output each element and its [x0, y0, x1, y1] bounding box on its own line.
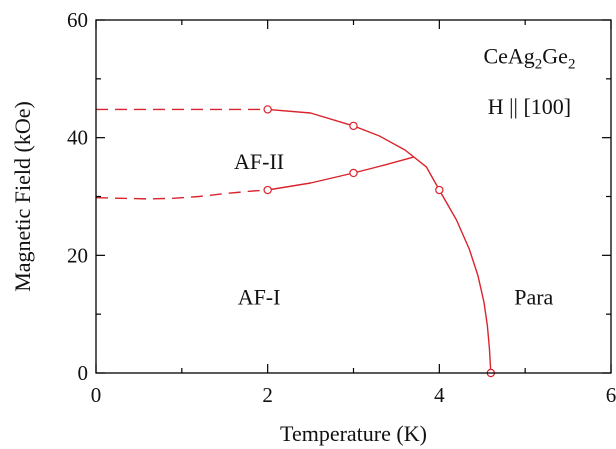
phase-region-labels: AF-II AF-I Para — [234, 149, 554, 309]
y-tick-label: 60 — [67, 8, 88, 32]
data-point — [435, 185, 444, 195]
field-direction-label: H || [100] — [488, 94, 571, 119]
y-axis-label: Magnetic Field (kOe) — [10, 101, 35, 292]
x-tick-label: 2 — [262, 383, 273, 407]
formula-subscript: 2 — [568, 56, 576, 72]
data-point-markers — [263, 105, 496, 378]
x-tick-label: 0 — [91, 383, 102, 407]
extrapolated-boundary-line — [95, 189, 268, 200]
region-label-para: Para — [514, 285, 553, 310]
x-axis-label: Temperature (K) — [280, 421, 427, 446]
phase-boundary-line — [267, 108, 492, 374]
compound-formula: CeAg2Ge2 — [483, 44, 575, 73]
formula-subscript: 2 — [535, 56, 543, 72]
data-point — [263, 185, 272, 195]
data-point — [263, 105, 272, 114]
y-tick-label: 0 — [78, 361, 89, 385]
x-tick-label: 6 — [606, 383, 616, 407]
axis-ticks — [95, 19, 612, 374]
y-tick-label: 40 — [67, 126, 88, 150]
phase-boundary-line — [267, 156, 414, 191]
data-point — [349, 168, 358, 178]
region-label-af-i: AF-I — [238, 285, 281, 310]
region-label-af-ii: AF-II — [234, 149, 284, 174]
data-point — [349, 121, 358, 131]
y-tick-label: 20 — [67, 243, 88, 267]
formula-text: Ge — [542, 44, 568, 69]
x-tick-label: 4 — [434, 383, 445, 407]
plot-frame — [95, 19, 612, 374]
phase-boundary-curves — [95, 108, 492, 374]
formula-text: CeAg — [483, 44, 534, 69]
